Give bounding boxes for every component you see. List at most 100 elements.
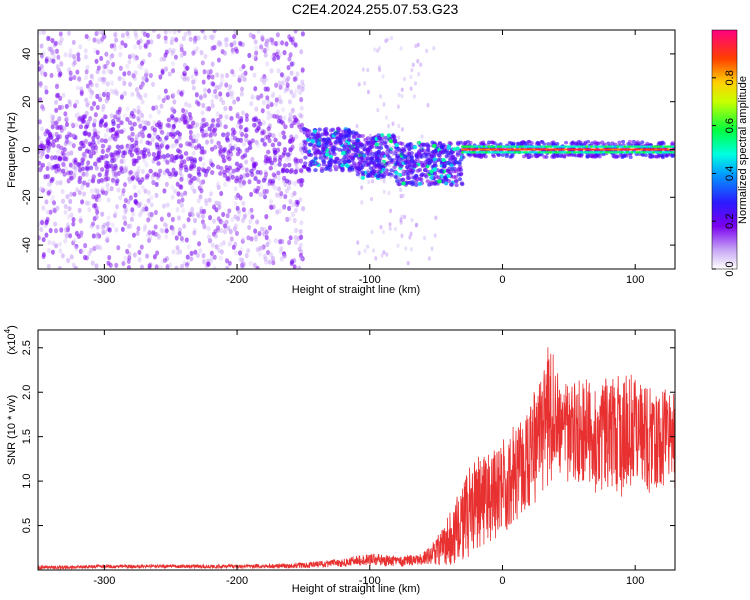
heatmap-cell bbox=[597, 141, 602, 146]
heatmap-cell bbox=[158, 124, 163, 130]
heatmap-cell bbox=[54, 228, 59, 234]
heatmap-cell bbox=[289, 167, 294, 173]
heatmap-cell bbox=[107, 136, 112, 142]
heatmap-cell bbox=[342, 155, 347, 160]
heatmap-cell bbox=[580, 145, 584, 148]
heatmap-cell bbox=[247, 145, 253, 151]
heatmap-cell bbox=[422, 235, 426, 241]
heatmap-cell bbox=[139, 209, 144, 215]
heatmap-cell bbox=[293, 42, 298, 48]
heatmap-cell bbox=[142, 226, 147, 233]
heatmap-cell bbox=[201, 253, 206, 259]
heatmap-cell bbox=[164, 234, 169, 240]
heatmap-cell bbox=[174, 37, 179, 43]
heatmap-cell bbox=[409, 86, 413, 91]
heatmap-cell bbox=[264, 171, 269, 177]
heatmap-cell bbox=[376, 149, 382, 154]
heatmap-cell bbox=[333, 164, 338, 169]
heatmap-cell bbox=[212, 30, 217, 34]
heatmap-cell bbox=[89, 188, 94, 194]
heatmap-cell bbox=[535, 145, 539, 148]
heatmap-cell bbox=[409, 173, 413, 178]
heatmap-cell bbox=[260, 34, 265, 40]
heatmap-cell bbox=[118, 65, 123, 71]
heatmap-cell bbox=[183, 190, 188, 196]
heatmap-cell bbox=[57, 105, 62, 111]
heatmap-cell bbox=[343, 128, 349, 133]
heatmap-cell bbox=[109, 53, 114, 60]
heatmap-cell bbox=[219, 190, 224, 197]
heatmap-cell bbox=[224, 219, 229, 225]
heatmap-cell bbox=[165, 160, 170, 165]
heatmap-cell bbox=[103, 229, 108, 235]
heatmap-cell bbox=[513, 145, 517, 148]
heatmap-cell bbox=[492, 154, 497, 159]
heatmap-cell bbox=[263, 86, 268, 92]
heatmap-cell bbox=[210, 242, 215, 248]
heatmap-cell bbox=[157, 168, 163, 174]
heatmap-cell bbox=[457, 161, 462, 166]
heatmap-cell bbox=[611, 151, 615, 154]
heatmap-cell bbox=[454, 183, 459, 188]
heatmap-cell bbox=[260, 130, 265, 136]
heatmap-cell bbox=[582, 148, 586, 151]
heatmap-cell bbox=[232, 33, 237, 40]
heatmap-cell bbox=[83, 48, 88, 54]
heatmap-cell bbox=[112, 89, 117, 96]
heatmap-cell bbox=[316, 141, 321, 146]
heatmap-cell bbox=[381, 160, 385, 166]
heatmap-cell bbox=[252, 122, 257, 128]
heatmap-cell bbox=[602, 142, 607, 147]
heatmap-cell bbox=[237, 212, 242, 218]
heatmap-cell bbox=[442, 148, 448, 153]
heatmap-cell bbox=[258, 191, 263, 198]
heatmap-cell bbox=[556, 151, 560, 154]
heatmap-cell bbox=[133, 30, 138, 35]
heatmap-cell bbox=[267, 259, 272, 265]
heatmap-cell bbox=[403, 154, 408, 159]
heatmap-cell bbox=[654, 151, 658, 154]
heatmap-cell bbox=[453, 169, 459, 174]
heatmap-cell bbox=[647, 145, 651, 148]
heatmap-cell bbox=[50, 50, 55, 56]
heatmap-cell bbox=[140, 82, 145, 88]
heatmap-cell bbox=[142, 147, 148, 153]
heatmap-cell bbox=[179, 90, 184, 97]
heatmap-cell bbox=[580, 151, 584, 154]
heatmap-cell bbox=[158, 264, 163, 269]
heatmap-cell bbox=[81, 171, 86, 177]
heatmap-cell bbox=[282, 150, 287, 156]
heatmap-cell bbox=[233, 201, 238, 207]
heatmap-cell bbox=[163, 39, 168, 45]
heatmap-cell bbox=[101, 79, 106, 85]
heatmap-cell bbox=[366, 244, 370, 249]
heatmap-cell bbox=[381, 74, 385, 79]
heatmap-cell bbox=[274, 41, 279, 47]
heatmap-cell bbox=[229, 236, 234, 242]
heatmap-cell bbox=[117, 106, 122, 112]
heatmap-cell bbox=[95, 224, 100, 230]
heatmap-cell bbox=[588, 154, 593, 158]
heatmap-cell bbox=[388, 144, 392, 149]
heatmap-cell bbox=[175, 207, 180, 213]
heatmap-cell bbox=[396, 146, 401, 151]
heatmap-cell bbox=[532, 145, 536, 148]
heatmap-cell bbox=[225, 131, 231, 137]
heatmap-cell bbox=[259, 44, 264, 50]
heatmap-cell bbox=[494, 148, 498, 151]
heatmap-cell bbox=[102, 64, 107, 70]
heatmap-cell bbox=[218, 255, 223, 261]
heatmap-cell bbox=[196, 35, 201, 41]
heatmap-cell bbox=[38, 222, 41, 228]
heatmap-cell bbox=[99, 155, 104, 160]
heatmap-cell bbox=[39, 64, 44, 70]
heatmap-cell bbox=[342, 159, 348, 164]
heatmap-cell bbox=[360, 133, 365, 138]
heatmap-cell bbox=[119, 165, 124, 171]
heatmap-cell bbox=[69, 254, 74, 260]
heatmap-cell bbox=[587, 148, 591, 151]
heatmap-cell bbox=[347, 137, 352, 142]
heatmap-cell bbox=[170, 37, 175, 43]
heatmap-cell bbox=[364, 141, 369, 146]
heatmap-cell bbox=[91, 233, 96, 239]
